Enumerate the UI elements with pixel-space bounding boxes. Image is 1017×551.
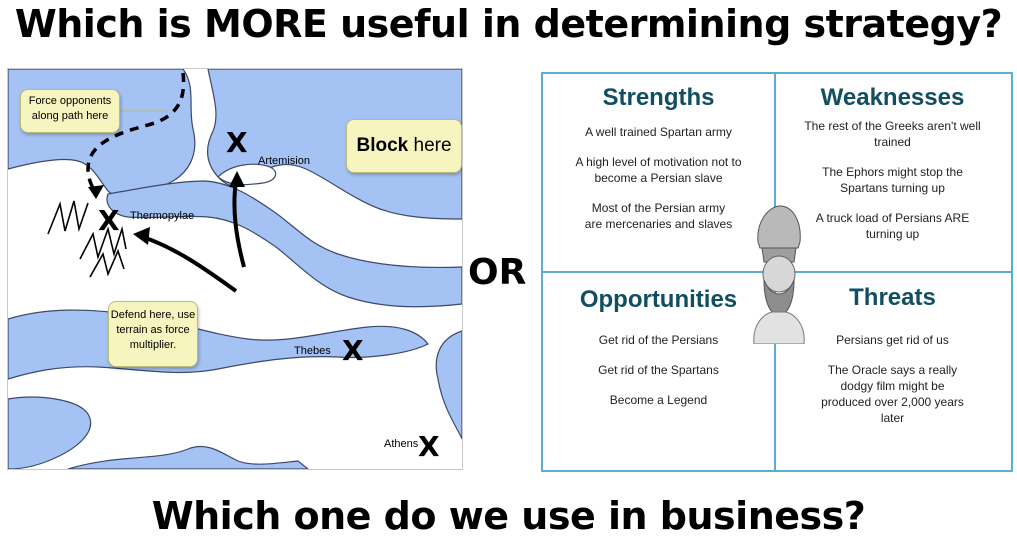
athens-label: Athens [384,438,419,450]
arrowhead-icon [229,171,245,187]
opportunities-heading: Opportunities [579,286,738,313]
block-rest-label: here [408,135,452,156]
mountain-glyph [79,225,127,260]
threat-item: Persians get rid of us [836,333,949,347]
strength-item: A high level of motivation not to become… [575,155,742,185]
advance-arrow [142,235,238,293]
arrowhead-icon [88,185,104,199]
top-question-title: Which is MORE useful in determining stra… [14,2,1003,46]
strengths-quadrant: Strengths A well trained Spartan army A … [543,84,774,246]
strength-item: A well trained Spartan army [585,125,732,139]
threat-item: The Oracle says a really dodgy film migh… [821,363,964,425]
artemision-label: Artemision [258,155,310,167]
weakness-item: A truck load of Persians ARE turning up [815,211,970,241]
weaknesses-quadrant: Weaknesses The rest of the Greeks aren't… [776,84,1009,256]
dashed-path-arrow [86,72,186,194]
swot-grid: Strengths A well trained Spartan army A … [541,72,1013,472]
thebes-label: Thebes [294,345,331,357]
weakness-item: The Ephors might stop the Spartans turni… [822,165,963,195]
opportunities-quadrant: Opportunities Get rid of the Persians Ge… [543,286,774,422]
thebes-x-marker: X [342,334,364,367]
block-here-callout: Block here [346,119,462,173]
advance-arrow [232,180,246,268]
artemision-x-marker: X [226,126,248,159]
weaknesses-heading: Weaknesses [820,84,965,111]
thermopylae-label: Thermopylae [130,210,195,222]
threats-quadrant: Threats Persians get rid of us The Oracl… [776,284,1009,440]
opportunity-item: Get rid of the Spartans [598,363,719,377]
mountain-glyph [47,200,89,235]
opportunity-item: Become a Legend [609,393,708,407]
or-label: OR [468,252,527,293]
block-bold-label: Block [356,135,409,156]
threats-heading: Threats [849,284,936,311]
athens-x-marker: X [418,430,440,463]
force-opponents-callout: Force opponents along path here [20,89,120,133]
mountain-glyph [89,248,125,278]
greek-bust-image [753,205,805,344]
strengths-heading: Strengths [602,84,715,111]
arrowhead-icon [133,227,150,245]
opportunity-item: Get rid of the Persians [598,333,719,347]
defend-here-callout: Defend here, use terrain as force multip… [108,301,198,367]
bottom-question-title: Which one do we use in business? [151,494,866,538]
battle-map: Force opponents along path here Block he… [7,68,463,470]
weakness-item: The rest of the Greeks aren't well train… [804,119,981,149]
strength-item: Most of the Persian army are mercenaries… [584,201,733,231]
thermopylae-x-marker: X [98,204,120,237]
